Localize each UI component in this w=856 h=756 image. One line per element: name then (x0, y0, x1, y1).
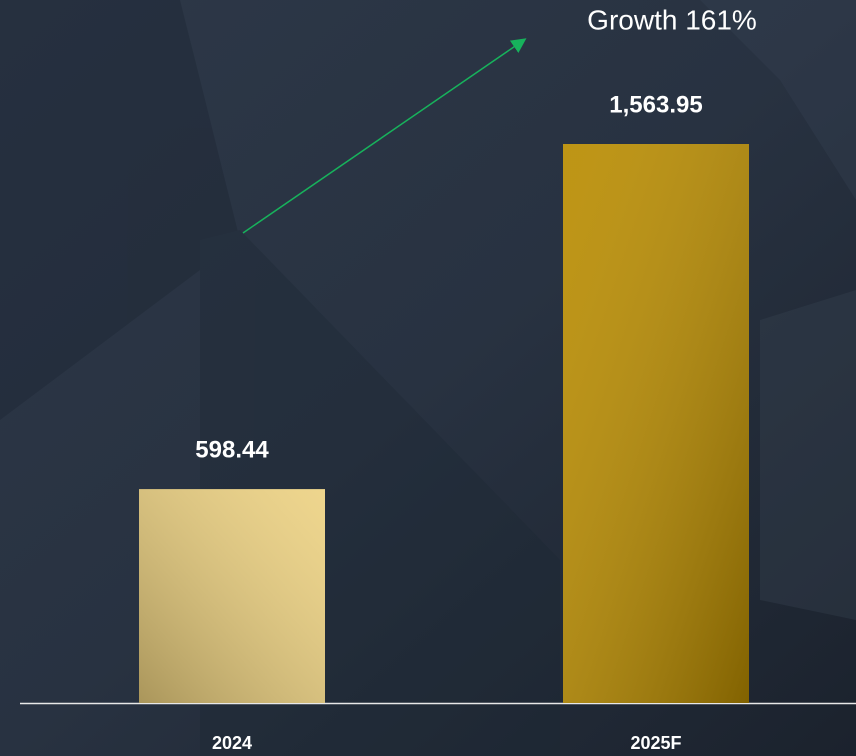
growth-annotation: Growth 161% (587, 4, 757, 35)
value-label: 1,563.95 (609, 91, 702, 118)
page: Growth 161% 2024598.442025F1,563.95 (() … (0, 0, 856, 756)
x-tick-label: 2024 (212, 733, 252, 753)
chart: Growth 161% 2024 598.44 2025F 1,563.95 (0, 0, 856, 756)
bar-shade (563, 144, 749, 703)
bar-shade (139, 489, 325, 703)
value-label: 598.44 (195, 436, 269, 463)
x-tick-label: 2025F (630, 733, 681, 753)
